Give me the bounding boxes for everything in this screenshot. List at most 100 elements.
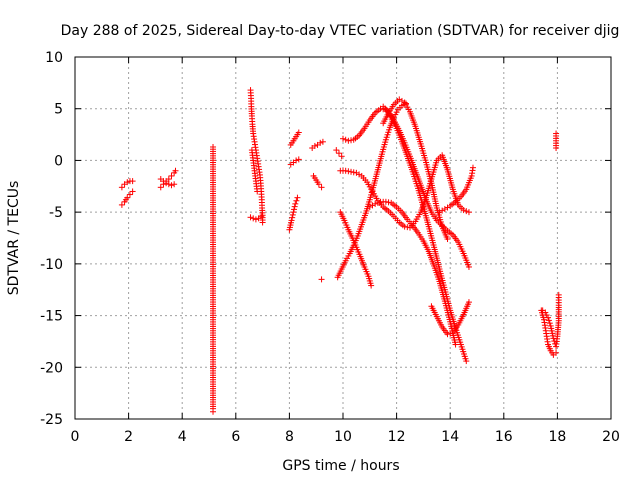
series-s5 [210, 143, 217, 415]
x-tick-label: 10 [334, 429, 352, 445]
data-point [444, 331, 451, 338]
data-point [317, 139, 324, 146]
data-point [118, 201, 125, 208]
series-s1 [118, 178, 136, 191]
x-tick-label: 14 [441, 429, 459, 445]
data-point [315, 181, 322, 188]
tick-layer: 0 2 4 6 8 10 12 14 16 18 20 -25 -20 -15 -10 -5 0 5 10 [40, 50, 620, 445]
data-point [335, 150, 342, 157]
data-point [447, 330, 454, 337]
y-tick-label: 5 [54, 102, 63, 118]
data-point [291, 203, 298, 210]
data-point [129, 178, 136, 185]
data-point [356, 171, 363, 178]
y-tick-label: 10 [45, 50, 63, 66]
data-point [545, 317, 552, 324]
data-point [165, 176, 172, 183]
data-point [555, 291, 562, 298]
y-tick-label: 0 [54, 153, 63, 169]
chart-title: Day 288 of 2025, Sidereal Day-to-day VTE… [61, 23, 620, 39]
grid-layer [75, 57, 611, 419]
data-point [382, 198, 389, 205]
data-point [293, 197, 300, 204]
data-point [553, 349, 560, 356]
x-tick-label: 8 [285, 429, 294, 445]
data-point [289, 211, 296, 218]
data-point [345, 137, 352, 144]
data-point [163, 180, 170, 187]
data-point [129, 188, 136, 195]
x-axis-label: GPS time / hours [282, 458, 399, 474]
data-point [345, 168, 352, 175]
data-point [171, 181, 178, 188]
data-point [452, 341, 459, 348]
series-s22 [380, 103, 472, 270]
data-point [465, 263, 472, 270]
data-point [348, 137, 355, 144]
series-s4 [157, 176, 178, 189]
data-point [348, 168, 355, 175]
series-s23 [428, 299, 472, 338]
data-point [292, 200, 299, 207]
series-s16 [337, 209, 375, 289]
x-tick-label: 6 [231, 429, 240, 445]
data-point [258, 213, 265, 220]
y-tick-label: -15 [40, 309, 63, 325]
x-tick-label: 16 [495, 429, 513, 445]
data-points [118, 87, 562, 415]
data-point [545, 314, 552, 321]
series-s14 [318, 276, 325, 283]
data-point [404, 224, 411, 231]
x-tick-label: 0 [71, 429, 80, 445]
data-point [168, 182, 175, 189]
y-tick-label: -10 [40, 257, 63, 273]
data-point [401, 223, 408, 230]
data-point [546, 320, 553, 327]
series-s6 [247, 87, 266, 226]
data-point [294, 194, 301, 201]
series-s9 [287, 129, 302, 148]
series-s24 [436, 164, 476, 216]
series-s25 [538, 307, 560, 358]
data-point [369, 202, 376, 209]
data-point [289, 214, 296, 221]
y-tick-label: -5 [49, 205, 63, 221]
data-point [126, 191, 133, 198]
data-point [247, 214, 254, 221]
data-point [288, 217, 295, 224]
data-point [463, 358, 470, 365]
data-point [465, 209, 472, 216]
series-s11 [286, 194, 301, 233]
data-point [374, 199, 381, 206]
data-point [319, 138, 326, 145]
data-point [385, 199, 392, 206]
data-point [311, 142, 318, 149]
y-axis-label: SDTVAR / TECUs [6, 181, 22, 296]
data-point [543, 312, 550, 319]
data-point [441, 206, 448, 213]
series-s15 [333, 147, 345, 160]
data-point [550, 335, 557, 342]
data-point [368, 282, 375, 289]
data-point [542, 309, 549, 316]
x-tick-label: 2 [124, 429, 133, 445]
data-point [291, 206, 298, 213]
data-point [295, 129, 302, 136]
y-tick-label: -25 [40, 412, 63, 428]
data-point [293, 157, 300, 164]
data-point [342, 167, 349, 174]
x-tick-label: 18 [548, 429, 566, 445]
series-s12 [309, 138, 326, 152]
x-tick-label: 20 [602, 429, 620, 445]
series-s2 [118, 188, 136, 208]
data-point [290, 209, 297, 216]
data-point [295, 156, 302, 163]
data-point [318, 276, 325, 283]
data-point [553, 145, 560, 152]
data-point [353, 169, 360, 176]
x-tick-label: 12 [388, 429, 406, 445]
data-point [252, 216, 259, 223]
data-point [210, 408, 217, 415]
y-tick-label: -20 [40, 360, 63, 376]
